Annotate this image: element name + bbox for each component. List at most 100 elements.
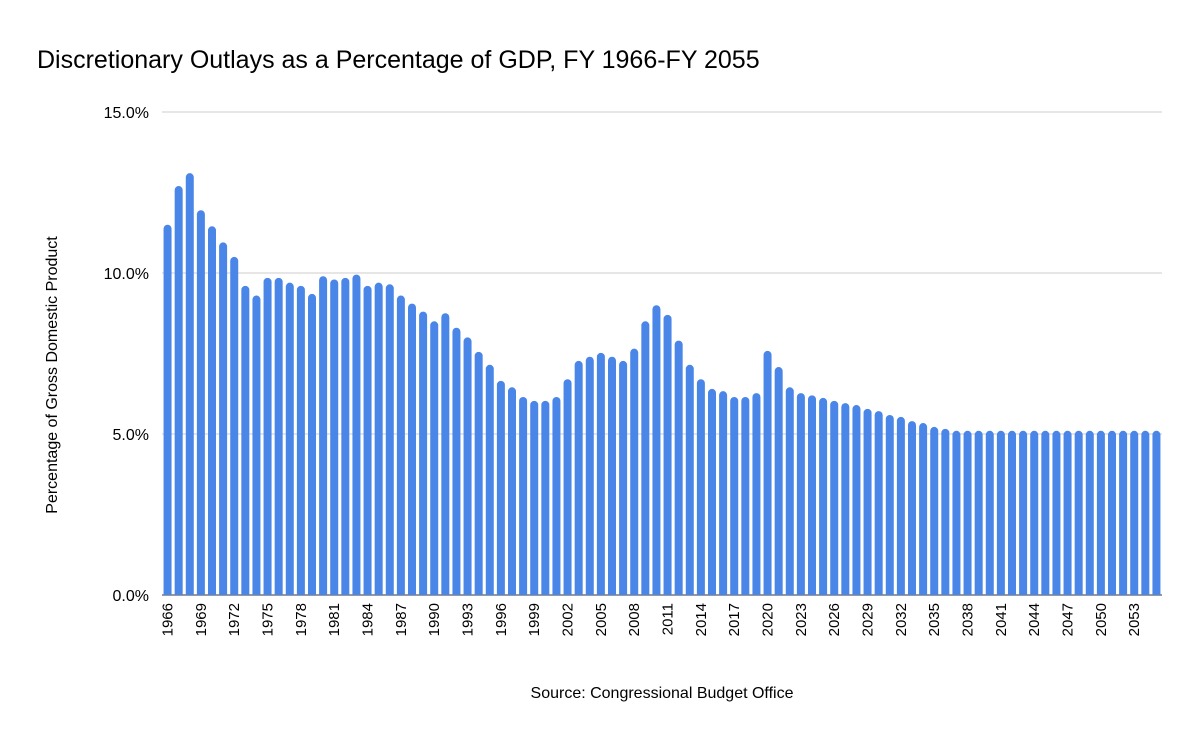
x-tick-label: 1981 — [326, 603, 343, 636]
x-tick-label: 2017 — [726, 603, 743, 636]
bar-2042 — [1008, 430, 1016, 595]
bar-2008 — [630, 348, 639, 595]
bar-2032 — [896, 416, 905, 595]
x-tick-label: 2050 — [1093, 603, 1110, 636]
bar-2031 — [885, 415, 894, 595]
x-tick-label: 1999 — [526, 603, 543, 636]
x-axis-label: Source: Congressional Budget Office — [531, 685, 794, 702]
bar-1976 — [274, 277, 283, 595]
bar-1969 — [196, 210, 205, 595]
bar-2025 — [819, 397, 828, 595]
bar-2024 — [808, 395, 816, 595]
bar-1994 — [474, 351, 483, 595]
bar-2036 — [941, 428, 950, 595]
bar-2018 — [741, 396, 750, 595]
bar-1996 — [496, 380, 505, 595]
bar-2021 — [774, 367, 783, 595]
bar-1987 — [396, 295, 405, 595]
bar-2001 — [552, 396, 561, 595]
bar-1970 — [208, 226, 216, 595]
bar-2002 — [563, 379, 572, 595]
bar-1975 — [263, 277, 272, 595]
x-tick-label: 2032 — [893, 603, 910, 636]
bar-1980 — [319, 276, 328, 595]
bar-1998 — [519, 396, 528, 595]
bar-1990 — [430, 321, 439, 595]
bar-2049 — [1085, 430, 1094, 595]
bar-1971 — [219, 242, 228, 595]
x-tick-label: 2005 — [593, 603, 610, 636]
y-tick-label: 10.0% — [104, 266, 149, 283]
bar-2045 — [1041, 430, 1050, 595]
bar-2040 — [985, 430, 994, 595]
bar-2026 — [830, 400, 839, 595]
bar-1973 — [241, 285, 250, 595]
bar-2027 — [841, 403, 850, 595]
y-axis-label: Percentage of Gross Domestic Product — [44, 236, 61, 514]
x-tick-label: 2047 — [1060, 603, 1077, 636]
bar-2012 — [674, 340, 683, 595]
bar-1981 — [330, 279, 339, 595]
bar-1999 — [530, 400, 539, 595]
bar-2044 — [1030, 430, 1039, 595]
bar-2010 — [652, 305, 661, 595]
bar-1986 — [385, 284, 394, 595]
bar-1995 — [485, 364, 494, 595]
bar-2041 — [996, 430, 1005, 595]
bar-1966 — [163, 224, 172, 595]
bar-2016 — [719, 391, 728, 595]
bar-2009 — [641, 321, 650, 595]
bar-2047 — [1063, 430, 1072, 595]
bar-2043 — [1019, 430, 1028, 595]
bar-2017 — [730, 396, 739, 595]
bar-1985 — [374, 282, 383, 595]
x-tick-label: 2014 — [693, 603, 710, 636]
bar-2052 — [1119, 430, 1128, 595]
bar-1974 — [252, 295, 261, 595]
bar-1997 — [508, 387, 516, 595]
bar-2048 — [1074, 430, 1083, 595]
bar-1984 — [363, 285, 372, 595]
bar-2000 — [541, 400, 550, 595]
x-tick-label: 1984 — [360, 603, 377, 636]
bar-2020 — [763, 350, 772, 595]
x-tick-label: 1975 — [260, 603, 277, 636]
bar-1967 — [174, 186, 183, 595]
bar-1988 — [408, 303, 416, 595]
x-tick-label: 2041 — [993, 603, 1010, 636]
bar-2053 — [1130, 430, 1139, 595]
bar-2003 — [574, 360, 583, 595]
bar-2046 — [1052, 430, 1061, 595]
x-tick-label: 2023 — [793, 603, 810, 636]
bar-1979 — [308, 293, 316, 595]
bar-1978 — [296, 285, 305, 595]
bar-2030 — [874, 411, 883, 595]
bar-1991 — [441, 313, 450, 595]
y-tick-label: 5.0% — [113, 427, 149, 444]
bar-2019 — [752, 393, 761, 595]
bar-2050 — [1096, 430, 1105, 595]
x-tick-label: 1978 — [293, 603, 310, 636]
bar-2007 — [619, 360, 628, 595]
x-tick-label: 2020 — [760, 603, 777, 636]
x-tick-label: 1966 — [160, 603, 177, 636]
bar-1992 — [452, 327, 461, 595]
chart-title: Discretionary Outlays as a Percentage of… — [37, 46, 760, 74]
x-tick-label: 2002 — [560, 603, 577, 636]
x-tick-label: 2008 — [626, 603, 643, 636]
bar-1982 — [341, 277, 350, 595]
bar-2028 — [852, 405, 861, 595]
x-tick-label: 2038 — [960, 603, 977, 636]
x-tick-label: 2026 — [826, 603, 843, 636]
bar-2013 — [685, 364, 694, 595]
bar-2037 — [952, 430, 961, 595]
bar-2022 — [785, 387, 794, 595]
x-tick-label: 1996 — [493, 603, 510, 636]
bar-2006 — [608, 356, 616, 595]
bar-2023 — [796, 393, 805, 595]
x-tick-label: 2011 — [660, 603, 677, 635]
bar-1983 — [352, 274, 361, 595]
bar-2005 — [596, 352, 605, 595]
bar-2035 — [930, 426, 939, 595]
